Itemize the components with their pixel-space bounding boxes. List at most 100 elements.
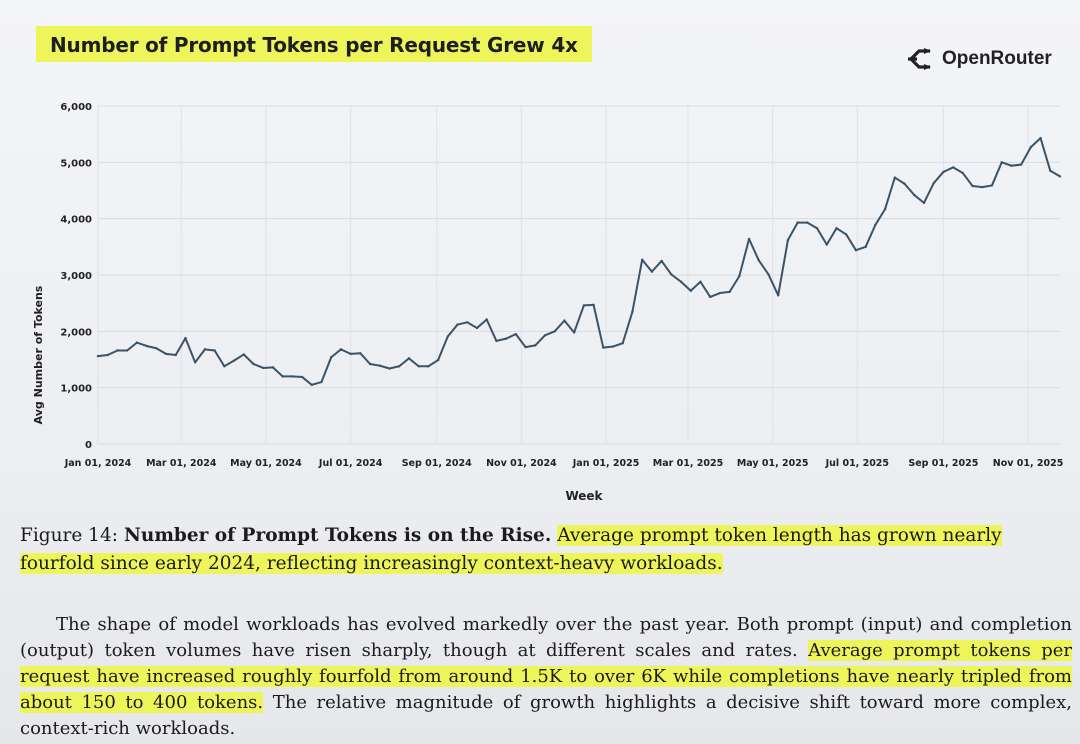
data-point [640,258,644,261]
data-point [359,352,362,355]
data-point [738,274,741,278]
data-point [291,375,294,378]
series-line [97,137,1061,386]
x-axis-label: Week [565,489,603,503]
data-point [699,280,702,283]
data-point [184,336,187,340]
data-point [349,352,352,356]
data-point [874,223,877,227]
data-point [1010,164,1013,167]
data-point [572,331,576,334]
data-point [582,304,586,307]
data-point [913,193,916,197]
grid [97,105,1060,445]
data-points [96,136,1062,387]
data-point [155,347,158,350]
data-point [320,380,323,384]
data-point [981,185,984,189]
data-point [815,227,819,230]
data-point [767,273,770,276]
data-point [495,339,498,343]
data-point [602,346,605,349]
data-point [1029,145,1033,149]
data-point [96,354,100,358]
data-point [825,243,828,246]
data-point [135,341,139,344]
data-point [398,365,401,368]
data-point [1000,161,1003,164]
x-tick-label: Mar 01, 2025 [653,458,723,469]
data-point [252,362,255,366]
data-point [223,365,226,368]
y-tick-label: 3,000 [60,271,92,282]
data-point [232,359,236,362]
data-point [504,337,508,340]
x-tick-label: Mar 01, 2024 [146,458,217,469]
line-chart: 0 1,000 2,000 3,000 4,000 5,000 6,000 Jan 01, … [32,102,1064,503]
data-point [281,375,284,378]
data-point [534,344,537,347]
data-point [845,233,848,236]
data-point [728,290,731,294]
data-point [621,341,624,345]
data-point [660,259,663,263]
data-point [854,249,858,252]
x-tick-label: May 01, 2024 [230,458,302,469]
data-point [990,184,994,187]
data-point [1049,169,1052,172]
body-text-part1: The shape of model workloads has evolved… [20,614,1072,661]
data-point [903,182,906,185]
data-point [193,361,197,364]
x-axis-ticks: Jan 01, 2024 Mar 01, 2024 May 01, 2024 Jul … [64,458,1064,469]
x-tick-label: Nov 01, 2025 [993,458,1064,469]
data-point [806,221,809,224]
data-point [456,323,459,326]
data-point [553,330,556,333]
data-point [436,358,440,362]
data-point [378,364,381,367]
x-tick-label: Jan 01, 2025 [572,458,640,469]
data-point [883,207,887,211]
x-tick-label: Sep 01, 2024 [402,458,472,469]
x-tick-label: Jul 01, 2025 [825,458,889,469]
y-tick-label: 1,000 [60,384,92,395]
data-point [922,201,926,205]
data-point [300,375,304,379]
data-point [592,303,595,307]
data-point [932,181,935,185]
data-point [718,291,722,295]
x-tick-label: Jul 01, 2024 [318,458,383,469]
data-point [106,353,109,357]
data-point [339,348,343,351]
data-point [757,259,760,262]
y-axis-label: Avg Number of Tokens [32,285,45,424]
data-point [271,366,275,369]
data-point [514,332,518,336]
openrouter-logo-icon [908,48,931,70]
brand: OpenRouter [906,44,1052,74]
data-point [777,294,780,297]
y-tick-label: 4,000 [60,215,92,226]
data-point [631,310,634,313]
data-point [679,280,683,283]
data-point [310,383,313,387]
data-point [475,326,479,330]
data-point [485,318,488,321]
data-point [242,353,245,356]
data-point [1019,163,1023,166]
data-point [796,221,799,224]
data-point [368,362,372,366]
data-point [417,365,420,368]
data-point [164,352,168,356]
data-point [203,348,207,351]
body-paragraph: The shape of model workloads has evolved… [20,612,1072,742]
data-point [330,356,333,359]
data-point [261,366,265,370]
data-point [1058,175,1062,178]
data-point [689,289,692,292]
body-text-part2: The relative magnitude of growth highlig… [20,692,1072,739]
brand-name: OpenRouter [942,48,1052,69]
data-point [961,171,965,175]
data-point [611,345,615,348]
